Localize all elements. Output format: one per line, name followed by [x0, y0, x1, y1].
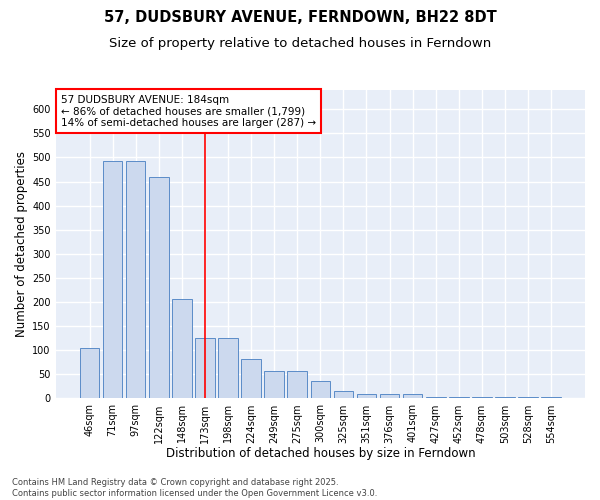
- Bar: [403, 394, 422, 398]
- Bar: [356, 394, 376, 398]
- Bar: [518, 396, 538, 398]
- Bar: [380, 394, 400, 398]
- Bar: [311, 380, 330, 398]
- Bar: [287, 370, 307, 398]
- Bar: [149, 177, 169, 398]
- Bar: [195, 338, 215, 398]
- Text: 57, DUDSBURY AVENUE, FERNDOWN, BH22 8DT: 57, DUDSBURY AVENUE, FERNDOWN, BH22 8DT: [104, 10, 496, 25]
- Bar: [334, 391, 353, 398]
- Text: 57 DUDSBURY AVENUE: 184sqm
← 86% of detached houses are smaller (1,799)
14% of s: 57 DUDSBURY AVENUE: 184sqm ← 86% of deta…: [61, 94, 316, 128]
- Bar: [80, 348, 100, 399]
- Bar: [103, 162, 122, 398]
- Bar: [541, 396, 561, 398]
- Text: Size of property relative to detached houses in Ferndown: Size of property relative to detached ho…: [109, 38, 491, 51]
- Bar: [495, 396, 515, 398]
- Bar: [241, 359, 261, 399]
- Y-axis label: Number of detached properties: Number of detached properties: [15, 151, 28, 337]
- X-axis label: Distribution of detached houses by size in Ferndown: Distribution of detached houses by size …: [166, 447, 475, 460]
- Bar: [426, 396, 446, 398]
- Bar: [218, 338, 238, 398]
- Bar: [172, 298, 191, 398]
- Text: Contains HM Land Registry data © Crown copyright and database right 2025.
Contai: Contains HM Land Registry data © Crown c…: [12, 478, 377, 498]
- Bar: [472, 396, 491, 398]
- Bar: [126, 162, 145, 398]
- Bar: [449, 396, 469, 398]
- Bar: [265, 370, 284, 398]
